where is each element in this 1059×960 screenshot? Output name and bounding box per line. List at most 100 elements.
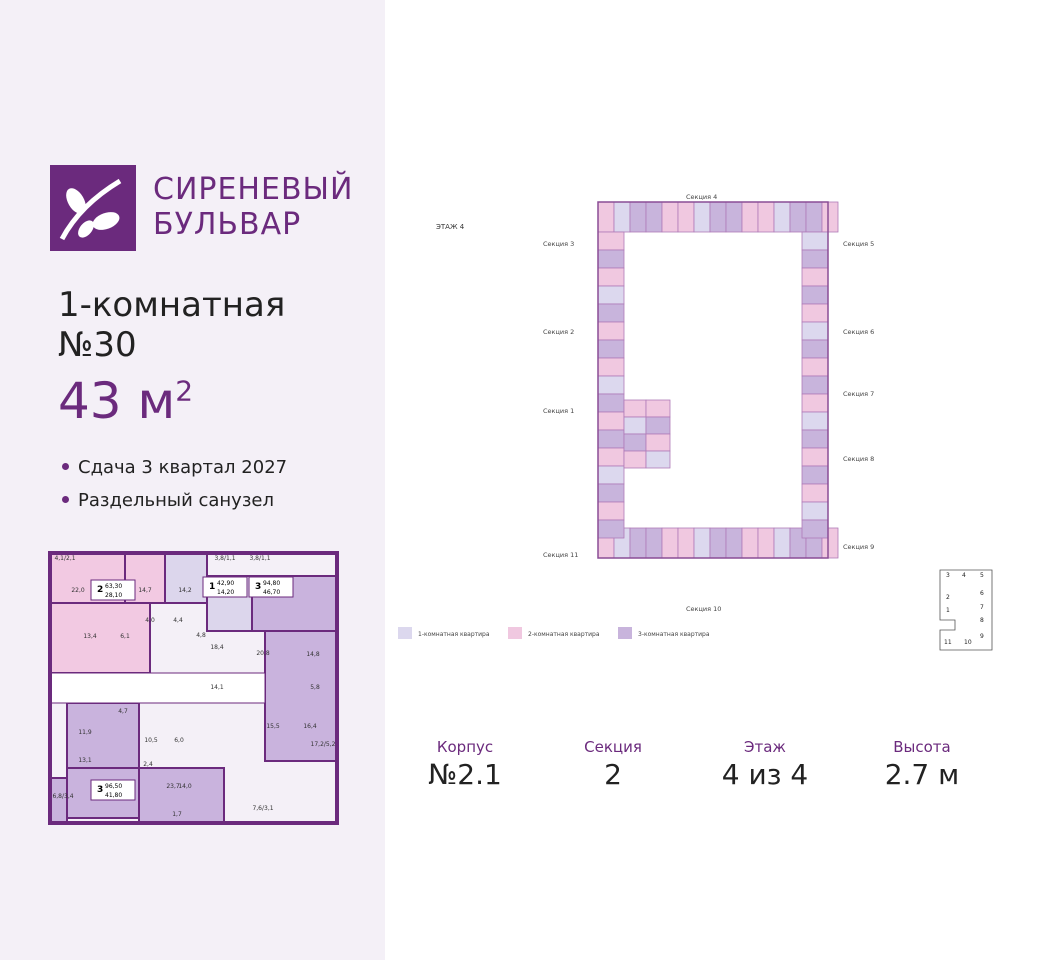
flat: [613, 201, 631, 233]
section-label: Секция 3: [543, 240, 574, 248]
flat: [801, 231, 829, 251]
flat: [725, 201, 743, 233]
room-area: 5,8: [310, 684, 320, 691]
feature: Сдача 3 квартал 2027: [78, 457, 288, 478]
apartment-area: 43 м2: [58, 372, 193, 430]
flat: [597, 267, 625, 287]
flat: [801, 339, 829, 359]
flat: [801, 303, 829, 323]
room-area: 23,7: [166, 783, 180, 790]
flat: [709, 527, 727, 559]
apartment-plan: 4,1/2,122,0 14,7 14,23,8/1,1 3,8/1,113,4 6,1…: [48, 551, 339, 825]
flat: [741, 527, 759, 559]
mini-label: 6: [980, 590, 984, 597]
legend-label: 2-комнатная квартира: [528, 631, 600, 638]
section-label: Секция 5: [843, 240, 874, 248]
unit-living: 46,70: [263, 589, 280, 596]
building-plan: ЭТАЖ 4 Секция 4 Секция 3 Секция 5 Секция 2 Се…: [398, 193, 993, 651]
flat: [801, 483, 829, 503]
unit-total: 42,90: [217, 580, 234, 587]
flat: [661, 201, 679, 233]
flat: [645, 527, 663, 559]
unit-living: 41,80: [105, 792, 122, 799]
mini-label: 7: [980, 604, 984, 611]
flat: [693, 527, 711, 559]
brand-line: БУЛЬВАР: [153, 207, 302, 242]
flat: [821, 201, 839, 233]
flat: [773, 201, 791, 233]
mini-label: 5: [980, 572, 984, 579]
flat: [597, 501, 625, 521]
flat: [597, 375, 625, 395]
flat: [597, 411, 625, 431]
flat: [645, 201, 663, 233]
room-area: 4,1/2,1: [54, 555, 75, 562]
room-area: 20,8: [256, 650, 270, 657]
corridor: [49, 672, 266, 704]
room-area: 4,7: [118, 708, 128, 715]
flat: [661, 527, 679, 559]
mini-label: 10: [964, 639, 972, 646]
section-label: Секция 9: [843, 543, 874, 551]
legend-label: 1-комнатная квартира: [418, 631, 490, 638]
flat: [757, 201, 775, 233]
flat: [597, 519, 625, 539]
legend-swatch: [618, 627, 632, 639]
legend-swatch: [508, 627, 522, 639]
room-area: 4,0: [145, 617, 155, 624]
mini-outline: [939, 569, 993, 651]
room-area: 14,2: [178, 587, 192, 594]
flat: [773, 527, 791, 559]
unit-badge: [90, 579, 136, 601]
flat: [597, 303, 625, 323]
section-label: Секция 8: [843, 455, 874, 463]
outline: [48, 551, 339, 825]
flat: [645, 450, 671, 469]
room: [138, 767, 225, 824]
room-area: 17,2/5,2: [311, 741, 336, 748]
info-value: 2: [604, 758, 622, 791]
section-label: Секция 7: [843, 390, 874, 398]
flat: [693, 201, 711, 233]
info-label: Секция: [584, 738, 642, 756]
floor-label: ЭТАЖ 4: [436, 223, 465, 231]
info-label: Этаж: [744, 738, 786, 756]
room: [49, 777, 68, 824]
flat: [801, 411, 829, 431]
unit-total: 63,30: [105, 583, 122, 590]
room-area: 15,5: [266, 723, 280, 730]
flat: [677, 201, 695, 233]
flat: [709, 201, 727, 233]
room-area: 13,1: [78, 757, 92, 764]
flat: [801, 465, 829, 485]
room-area: 1,7: [172, 811, 182, 818]
mini-label: 11: [944, 639, 952, 646]
unit-total: 96,50: [105, 783, 122, 790]
unit-rooms: 3: [97, 785, 103, 795]
unit-living: 14,20: [217, 589, 234, 596]
flat: [597, 429, 625, 449]
flat: [677, 527, 695, 559]
flat: [597, 447, 625, 467]
room: [164, 552, 208, 604]
mini-label: 8: [980, 617, 984, 624]
flat: [801, 267, 829, 287]
room-area: 14,8: [306, 651, 320, 658]
flat: [725, 527, 743, 559]
apartment-type: 1-комнатная: [58, 285, 286, 325]
room-area: 14,1: [210, 684, 224, 691]
flat: [645, 399, 671, 418]
mini-label: 9: [980, 633, 984, 640]
feature: Раздельный санузел: [78, 490, 274, 511]
flat: [801, 429, 829, 449]
flat: [801, 519, 829, 539]
brand-line: СИРЕНЕВЫЙ: [153, 172, 354, 207]
unit-total: 94,80: [263, 580, 280, 587]
flat: [597, 483, 625, 503]
room-area: 2,4: [143, 761, 153, 768]
unit-badge: [248, 576, 294, 598]
mini-label: 1: [946, 607, 950, 614]
flat: [623, 399, 647, 418]
unit-rooms: 3: [255, 582, 261, 592]
